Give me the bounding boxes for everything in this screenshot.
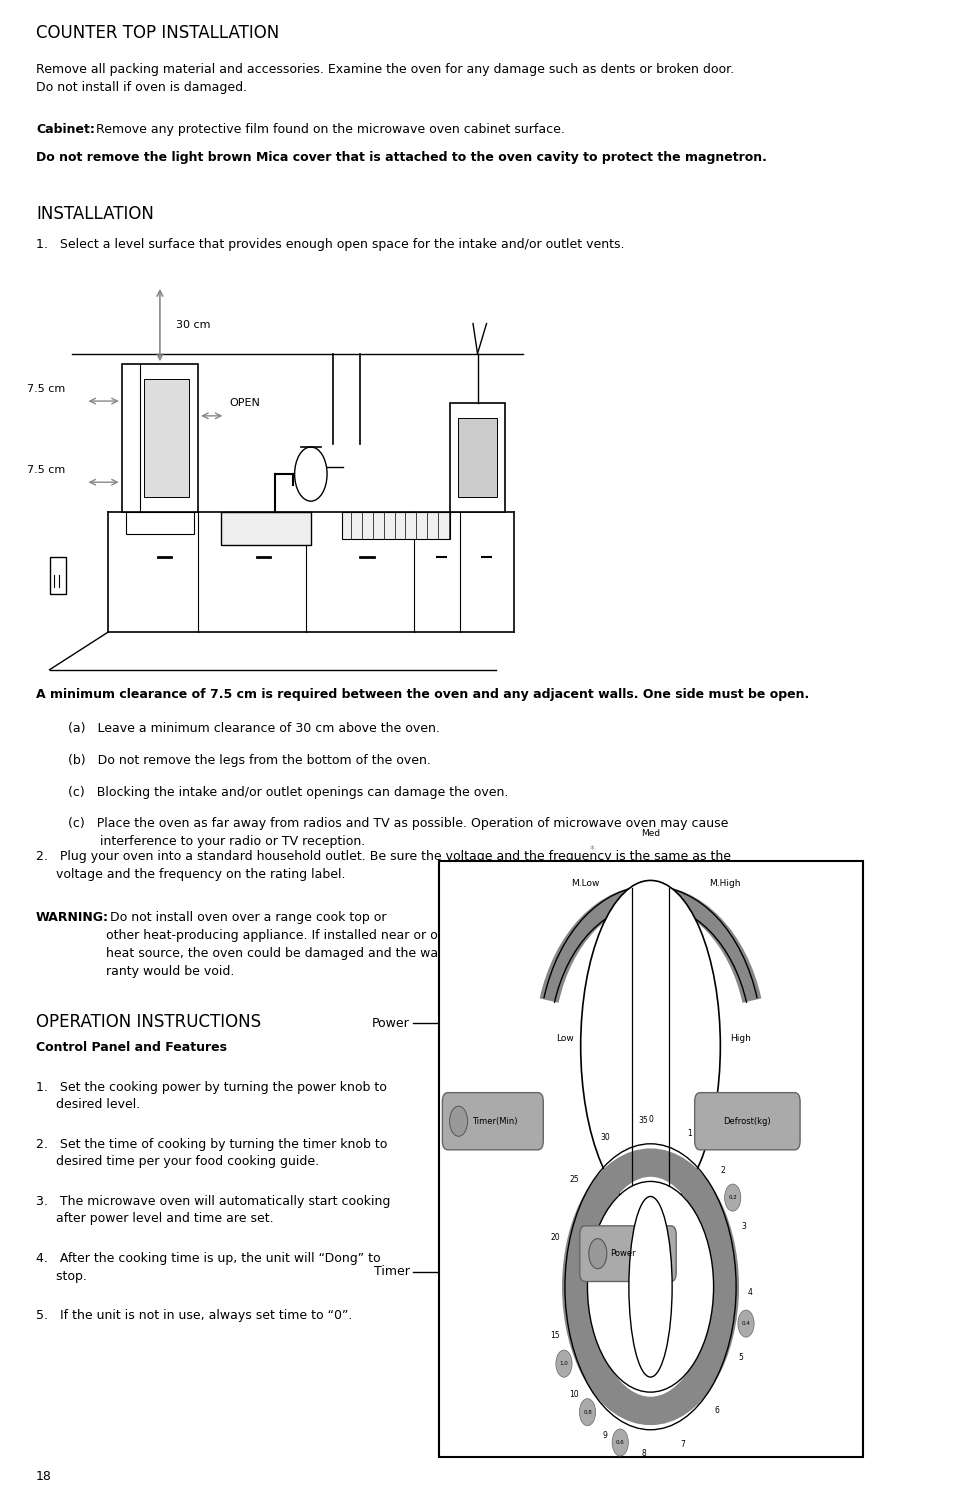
Text: 2.   Set the time of cooking by turning the timer knob to
     desired time per : 2. Set the time of cooking by turning th…	[36, 1138, 388, 1168]
Text: Remove all packing material and accessories. Examine the oven for any damage suc: Remove all packing material and accessor…	[36, 63, 734, 95]
Bar	[144, 379, 189, 497]
Text: 0.4: 0.4	[742, 1321, 751, 1326]
Bar	[343, 512, 450, 539]
Text: 6: 6	[715, 1406, 720, 1415]
Text: Med: Med	[641, 829, 660, 838]
Text: 35: 35	[638, 1115, 648, 1124]
Text: 18: 18	[36, 1470, 52, 1484]
Text: 1: 1	[687, 1129, 692, 1138]
Bar	[439, 861, 863, 1457]
Text: COUNTER TOP INSTALLATION: COUNTER TOP INSTALLATION	[36, 24, 279, 42]
Text: A minimum clearance of 7.5 cm is required between the oven and any adjacent wall: A minimum clearance of 7.5 cm is require…	[36, 688, 809, 701]
Circle shape	[738, 1309, 755, 1336]
Text: 2.   Plug your oven into a standard household outlet. Be sure the voltage and th: 2. Plug your oven into a standard househ…	[36, 850, 731, 880]
Text: 5: 5	[738, 1353, 744, 1362]
Text: 3.   The microwave oven will automatically start cooking
     after power level : 3. The microwave oven will automatically…	[36, 1195, 391, 1225]
Text: High: High	[731, 1034, 751, 1043]
Text: Power: Power	[372, 1017, 410, 1029]
Bar	[458, 418, 497, 497]
Ellipse shape	[581, 880, 720, 1212]
FancyBboxPatch shape	[695, 1093, 800, 1150]
Text: (c)   Blocking the intake and/or outlet openings can damage the oven.: (c) Blocking the intake and/or outlet op…	[67, 786, 508, 799]
Text: M.High: M.High	[708, 879, 740, 888]
Text: 2: 2	[720, 1166, 725, 1175]
Text: Remove any protective film found on the microwave oven cabinet surface.: Remove any protective film found on the …	[92, 123, 564, 137]
FancyBboxPatch shape	[443, 1093, 543, 1150]
Text: 1.0: 1.0	[560, 1361, 568, 1367]
Circle shape	[449, 1106, 468, 1136]
Text: Do not install oven over a range cook top or
other heat-producing appliance. If : Do not install oven over a range cook to…	[107, 911, 470, 978]
Text: 0.6: 0.6	[616, 1440, 625, 1445]
Text: WARNING:: WARNING:	[36, 911, 109, 924]
Text: OPEN: OPEN	[229, 399, 260, 408]
Text: Control Panel and Features: Control Panel and Features	[36, 1041, 227, 1055]
Text: (b)   Do not remove the legs from the bottom of the oven.: (b) Do not remove the legs from the bott…	[67, 754, 430, 768]
Text: 10: 10	[569, 1389, 579, 1398]
Text: 30: 30	[600, 1133, 610, 1142]
Text: 25: 25	[569, 1175, 579, 1184]
Text: Cabinet:: Cabinet:	[36, 123, 95, 137]
Text: Power: Power	[611, 1249, 636, 1258]
Text: Timer(Min): Timer(Min)	[472, 1117, 517, 1126]
Ellipse shape	[629, 1196, 672, 1377]
Circle shape	[580, 1398, 595, 1425]
Text: (a)   Leave a minimum clearance of 30 cm above the oven.: (a) Leave a minimum clearance of 30 cm a…	[67, 722, 440, 736]
Text: 15: 15	[550, 1330, 560, 1339]
Bar	[126, 512, 194, 534]
Text: M.Low: M.Low	[571, 879, 600, 888]
Text: 3: 3	[741, 1222, 746, 1231]
Text: Do not remove the light brown Mica cover that is attached to the oven cavity to : Do not remove the light brown Mica cover…	[36, 150, 767, 164]
Text: OPERATION INSTRUCTIONS: OPERATION INSTRUCTIONS	[36, 1013, 261, 1031]
Text: 4.   After the cooking time is up, the unit will “Dong” to
     stop.: 4. After the cooking time is up, the uni…	[36, 1252, 381, 1282]
Text: *: *	[589, 846, 594, 855]
Text: Timer: Timer	[374, 1266, 410, 1278]
Bar	[122, 364, 198, 512]
Text: Defrost(kg): Defrost(kg)	[723, 1117, 771, 1126]
Text: INSTALLATION: INSTALLATION	[36, 205, 154, 223]
Bar	[221, 512, 311, 545]
Text: 0.2: 0.2	[729, 1195, 737, 1199]
Circle shape	[725, 1184, 741, 1212]
Bar	[50, 557, 66, 594]
Text: Low: Low	[556, 1034, 574, 1043]
Text: 8: 8	[641, 1449, 646, 1458]
Circle shape	[588, 1181, 713, 1392]
Circle shape	[612, 1428, 629, 1455]
Text: (c)   Place the oven as far away from radios and TV as possible. Operation of mi: (c) Place the oven as far away from radi…	[67, 817, 728, 847]
Circle shape	[556, 1350, 572, 1377]
Text: 4: 4	[748, 1288, 753, 1297]
Text: 7.5 cm: 7.5 cm	[27, 465, 65, 474]
Bar	[450, 403, 505, 512]
Text: 7.5 cm: 7.5 cm	[27, 384, 65, 394]
Text: 20: 20	[550, 1234, 560, 1243]
Circle shape	[588, 1239, 607, 1269]
Text: 1.   Set the cooking power by turning the power knob to
     desired level.: 1. Set the cooking power by turning the …	[36, 1081, 387, 1111]
Text: 7: 7	[681, 1440, 685, 1449]
Text: 9: 9	[603, 1431, 608, 1440]
Text: 1.   Select a level surface that provides enough open space for the intake and/o: 1. Select a level surface that provides …	[36, 238, 625, 251]
Text: 0.8: 0.8	[583, 1410, 592, 1415]
Text: 0: 0	[648, 1115, 653, 1124]
Circle shape	[295, 447, 327, 501]
Text: 5.   If the unit is not in use, always set time to “0”.: 5. If the unit is not in use, always set…	[36, 1309, 352, 1323]
FancyBboxPatch shape	[580, 1225, 676, 1281]
Text: 30 cm: 30 cm	[176, 321, 210, 330]
